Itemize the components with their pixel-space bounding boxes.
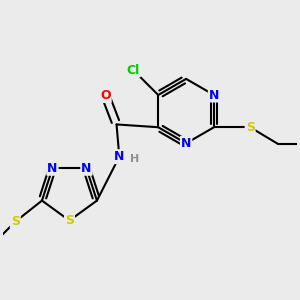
Text: N: N — [114, 150, 124, 163]
Text: N: N — [181, 137, 191, 150]
Text: S: S — [11, 215, 20, 228]
Text: O: O — [100, 89, 111, 102]
Text: H: H — [130, 154, 140, 164]
Text: N: N — [81, 162, 92, 175]
Text: N: N — [47, 162, 58, 175]
Text: Cl: Cl — [127, 64, 140, 76]
Text: S: S — [246, 121, 255, 134]
Text: N: N — [209, 88, 219, 101]
Text: S: S — [65, 214, 74, 227]
